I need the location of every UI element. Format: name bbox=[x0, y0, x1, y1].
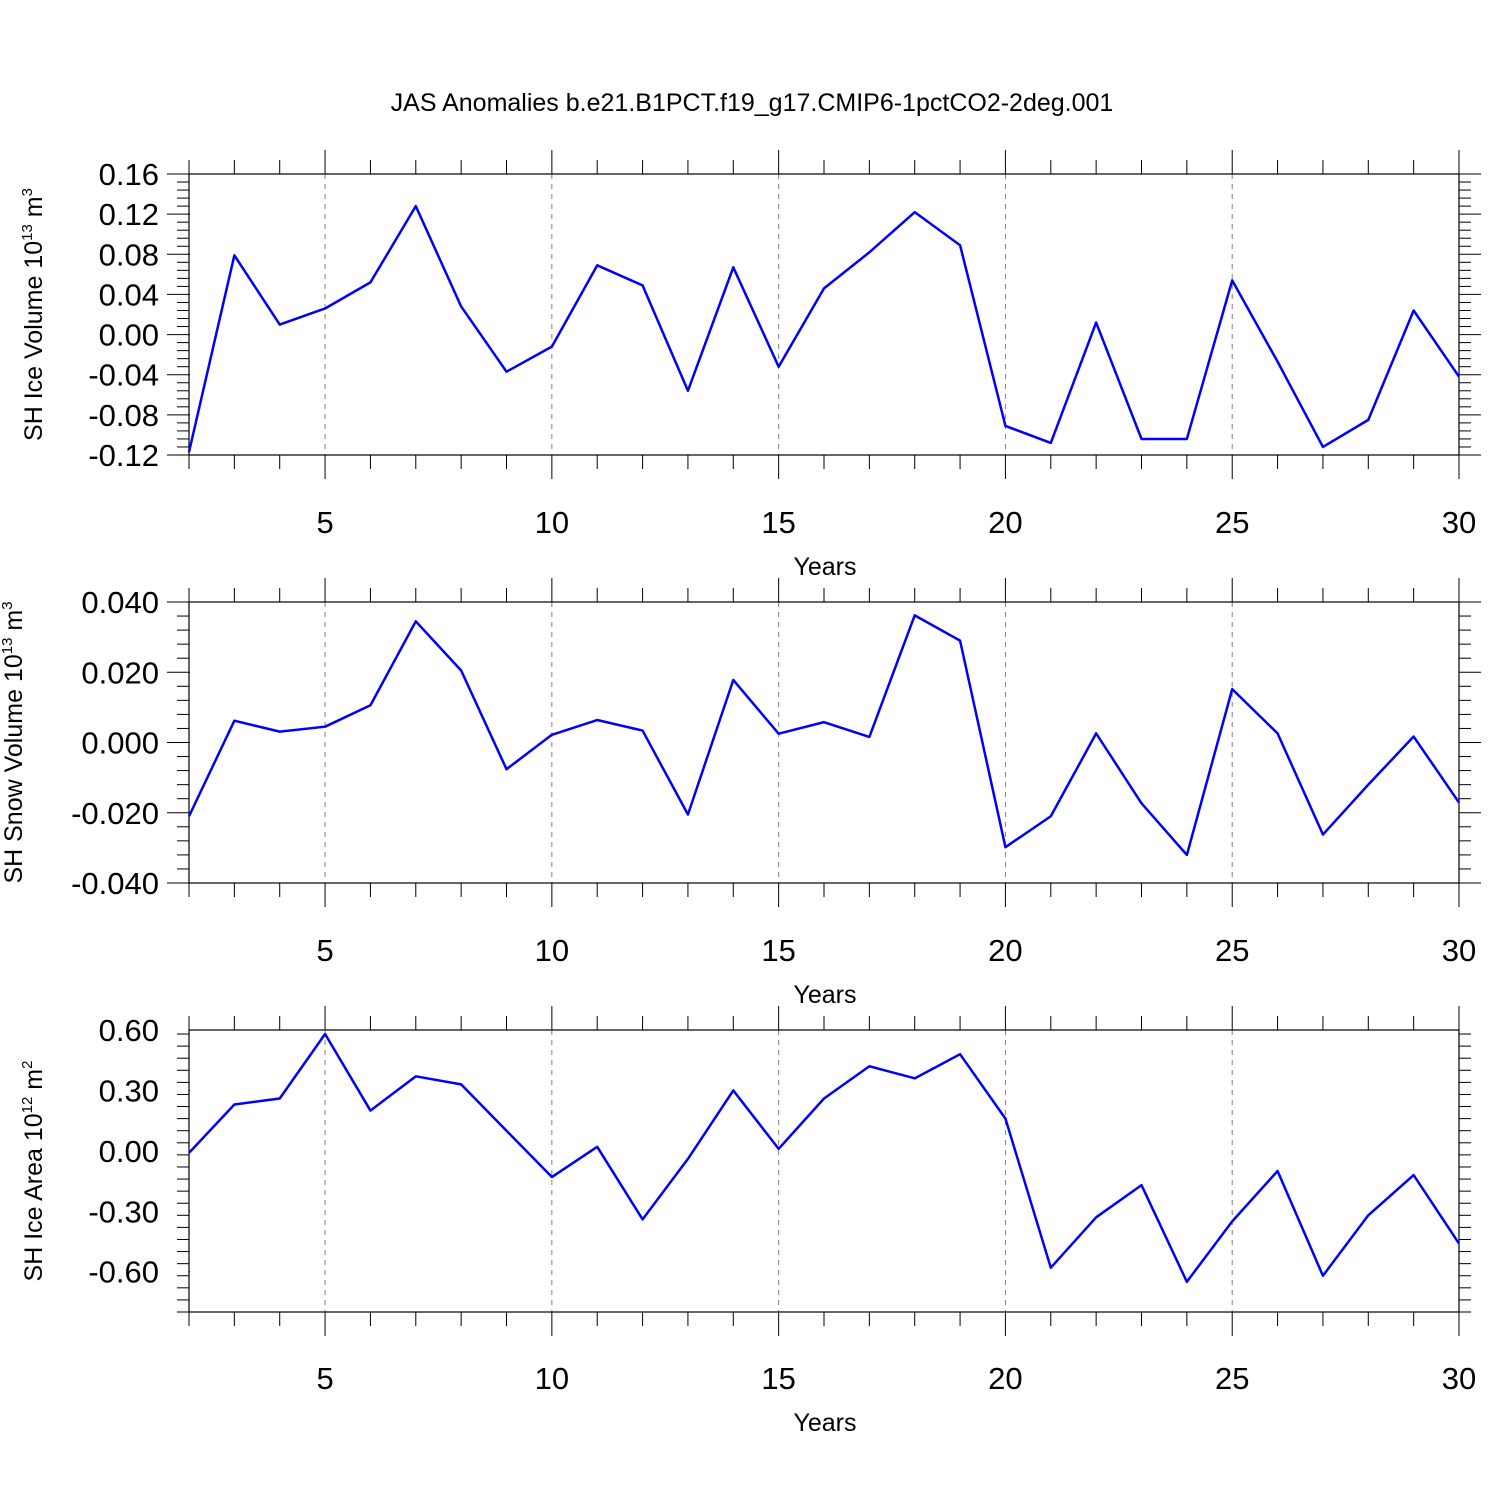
plot-frame bbox=[188, 1029, 1460, 1313]
x-tick-label: 15 bbox=[761, 933, 795, 968]
series-line-1 bbox=[187, 204, 1461, 453]
x-tick-label: 20 bbox=[988, 505, 1022, 540]
x-axis-label: Years bbox=[793, 981, 856, 1009]
y-tick-label: -0.020 bbox=[71, 796, 159, 831]
series-line-1 bbox=[187, 614, 1461, 857]
figure-title: JAS Anomalies b.e21.B1PCT.f19_g17.CMIP6-… bbox=[391, 89, 1114, 117]
y-tick-label: -0.08 bbox=[88, 398, 159, 433]
x-tick-label: 15 bbox=[761, 1361, 795, 1396]
x-tick-label: 30 bbox=[1442, 933, 1476, 968]
y-tick-label: -0.12 bbox=[88, 438, 159, 473]
x-tick-label: 5 bbox=[316, 505, 333, 540]
x-tick-label: 30 bbox=[1442, 1361, 1476, 1396]
y-tick-label: -0.60 bbox=[88, 1255, 159, 1290]
chart-panel-2: -0.040 -0.020 0.000 0.020 0.040 5 10 15 20 25 30 Ye… bbox=[0, 578, 1481, 1009]
x-tick-label: 25 bbox=[1215, 1361, 1249, 1396]
y-tick-label: -0.04 bbox=[88, 358, 159, 393]
panels: -0.12 -0.08 -0.04 0.00 0.04 0.08 0.12 0.16 5 10 15… bbox=[0, 150, 1481, 1437]
x-tick-label: 20 bbox=[988, 1361, 1022, 1396]
y-axis-label: SH Snow Volume 1013 m3 bbox=[0, 601, 28, 883]
x-tick-label: 5 bbox=[316, 1361, 333, 1396]
y-tick-label: 0.16 bbox=[99, 157, 159, 192]
x-axis-label: Years bbox=[793, 553, 856, 581]
y-tick-label: 0.00 bbox=[99, 1134, 159, 1169]
y-tick-label: 0.30 bbox=[99, 1073, 159, 1108]
y-tick-label: 0.04 bbox=[99, 277, 159, 312]
plot-frame bbox=[188, 173, 1460, 456]
y-tick-label: 0.000 bbox=[81, 726, 159, 761]
x-tick-label: 20 bbox=[988, 933, 1022, 968]
y-tick-label: 0.60 bbox=[99, 1013, 159, 1048]
x-tick-label: 30 bbox=[1442, 505, 1476, 540]
y-tick-label: -0.30 bbox=[88, 1194, 159, 1229]
y-tick-label: 0.00 bbox=[99, 318, 159, 353]
x-tick-label: 15 bbox=[761, 505, 795, 540]
chart-panel-1: -0.12 -0.08 -0.04 0.00 0.04 0.08 0.12 0.16 5 10 15… bbox=[19, 150, 1481, 581]
x-tick-label: 10 bbox=[535, 1361, 569, 1396]
x-tick-label: 5 bbox=[316, 933, 333, 968]
y-tick-label: -0.040 bbox=[71, 866, 159, 901]
x-tick-label: 10 bbox=[535, 933, 569, 968]
y-axis-label: SH Ice Volume 1013 m3 bbox=[19, 188, 48, 441]
x-axis-label: Years bbox=[793, 1409, 856, 1437]
chart-panel-3: -0.60 -0.30 0.00 0.30 0.60 5 10 15 20 25 30 Years SH… bbox=[19, 1006, 1476, 1437]
y-axis-label: SH Ice Area 1012 m2 bbox=[19, 1061, 48, 1282]
y-tick-label: 0.020 bbox=[81, 655, 159, 690]
y-tick-label: 0.040 bbox=[81, 585, 159, 620]
x-tick-label: 25 bbox=[1215, 505, 1249, 540]
y-tick-label: 0.12 bbox=[99, 197, 159, 232]
y-tick-label: 0.08 bbox=[99, 237, 159, 272]
plot-frame bbox=[188, 601, 1460, 884]
series-line-1 bbox=[188, 1032, 1461, 1284]
x-tick-label: 10 bbox=[535, 505, 569, 540]
x-tick-label: 25 bbox=[1215, 933, 1249, 968]
